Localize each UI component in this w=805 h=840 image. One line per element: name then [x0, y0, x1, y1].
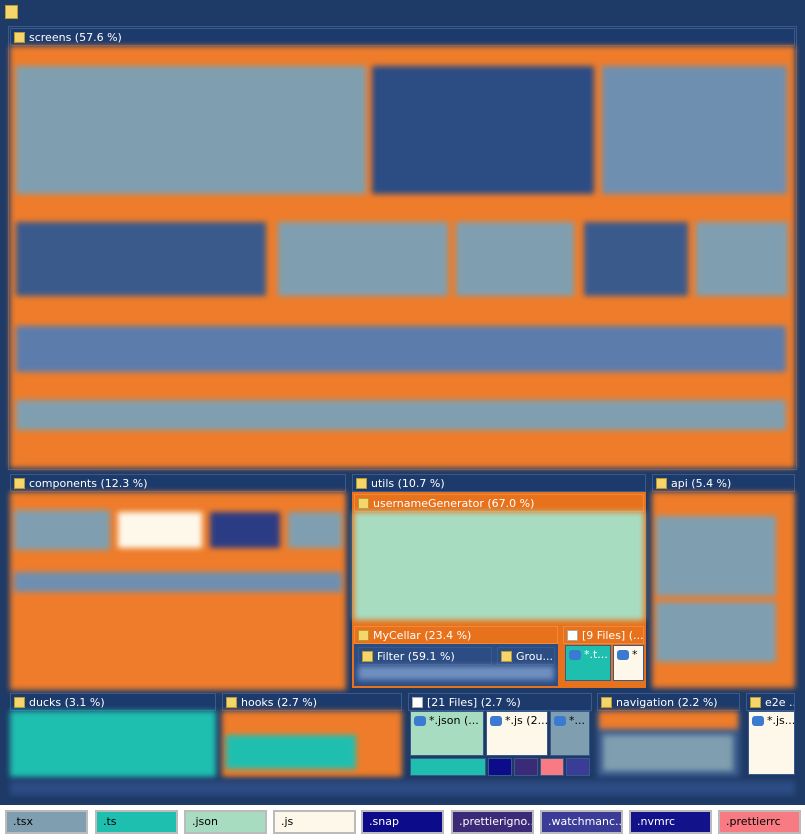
folder-header[interactable]: components (12.3 %): [10, 474, 346, 492]
file-block[interactable]: *.js (2...: [486, 711, 548, 756]
folder-header[interactable]: navigation (2.2 %): [597, 693, 740, 711]
blurred-region: [10, 781, 795, 795]
folder-header[interactable]: Grou...: [497, 647, 555, 665]
blurred-region: [222, 711, 402, 777]
legend: .tsx .ts .json .js .snap .prettierigno... .wat…: [0, 805, 805, 840]
folder-header[interactable]: screens (57.6 %): [10, 28, 795, 46]
folder-header[interactable]: MyCellar (23.4 %): [354, 626, 558, 644]
folder-header[interactable]: utils (10.7 %): [352, 474, 646, 492]
file-block[interactable]: *: [613, 645, 644, 681]
folder-header[interactable]: Filter (59.1 %): [358, 647, 492, 665]
blurred-region: [10, 492, 346, 690]
blurred-region: [358, 666, 554, 680]
blurred-region: [10, 46, 795, 468]
legend-item[interactable]: .json: [184, 810, 267, 834]
folder-header[interactable]: api (5.4 %): [652, 474, 795, 492]
folder-header[interactable]: e2e ...: [746, 693, 795, 711]
legend-item[interactable]: .snap: [361, 810, 444, 834]
file-block[interactable]: *...: [550, 711, 590, 756]
file-block[interactable]: [540, 758, 564, 776]
file-block[interactable]: *.t...: [565, 645, 611, 681]
legend-item[interactable]: .tsx: [5, 810, 88, 834]
frame: [8, 26, 797, 470]
legend-item[interactable]: .prettierrc: [718, 810, 801, 834]
folder-header[interactable]: usernameGenerator (67.0 %): [354, 494, 644, 512]
file-block[interactable]: *.json (...: [410, 711, 484, 756]
blurred-region: [10, 711, 216, 777]
file-group-header[interactable]: [9 Files] (...: [563, 626, 644, 644]
folder-header[interactable]: hooks (2.7 %): [222, 693, 402, 711]
file-block[interactable]: *.js...: [748, 711, 795, 775]
legend-item[interactable]: .ts: [95, 810, 178, 834]
legend-item[interactable]: .js: [273, 810, 356, 834]
legend-item[interactable]: .watchmanc...: [540, 810, 623, 834]
legend-item[interactable]: .nvmrc: [629, 810, 712, 834]
file-group-header[interactable]: [21 Files] (2.7 %): [408, 693, 592, 711]
file-block[interactable]: [488, 758, 512, 776]
blurred-region: [652, 492, 795, 688]
file-block[interactable]: [566, 758, 590, 776]
file-block[interactable]: [410, 758, 486, 776]
file-block[interactable]: [514, 758, 538, 776]
legend-item[interactable]: .prettierigno...: [451, 810, 534, 834]
blurred-region: [597, 711, 740, 777]
blurred-region: [354, 512, 644, 620]
root-folder-icon: [5, 5, 18, 19]
folder-header[interactable]: ducks (3.1 %): [10, 693, 216, 711]
